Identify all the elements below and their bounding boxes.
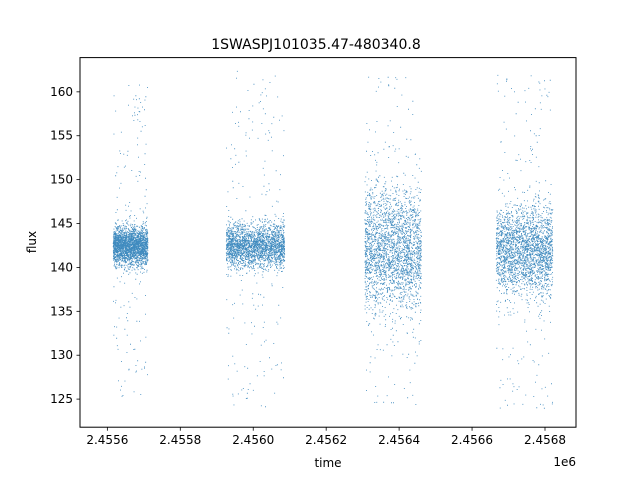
x-tick-label: 2.4562	[305, 433, 347, 447]
y-tick-label: 135	[50, 304, 73, 318]
x-tick-label: 2.4566	[451, 433, 493, 447]
y-tick-label: 145	[50, 217, 73, 231]
chart-title: 1SWASPJ101035.47-480340.8	[211, 37, 420, 53]
y-tick-label: 130	[50, 348, 73, 362]
x-tick-label: 2.4558	[159, 433, 201, 447]
y-tick-label: 125	[50, 392, 73, 406]
data-series-season-1	[112, 84, 149, 397]
x-tick-label: 2.4568	[524, 433, 566, 447]
x-axis-label: time	[314, 456, 341, 470]
x-tick-label: 2.4560	[232, 433, 274, 447]
y-tick-label: 160	[50, 85, 73, 99]
y-tick-label: 150	[50, 173, 73, 187]
y-tick-label: 155	[50, 129, 73, 143]
y-axis: 125 130 135 140 145 150 155 160	[50, 85, 80, 406]
x-offset-label: 1e6	[553, 455, 576, 469]
y-tick-label: 140	[50, 260, 73, 274]
data-series-season-3	[364, 76, 422, 405]
data-points	[112, 70, 554, 409]
data-series-season-2	[225, 70, 286, 408]
x-tick-label: 2.4556	[86, 433, 128, 447]
plot-frame	[79, 57, 577, 428]
x-tick-label: 2.4564	[378, 433, 420, 447]
y-axis-label: flux	[25, 231, 39, 253]
data-series-season-4	[495, 74, 554, 409]
x-axis: 2.4556 2.4558 2.4560 2.4562 2.4564 2.4566 2.45…	[86, 427, 566, 447]
